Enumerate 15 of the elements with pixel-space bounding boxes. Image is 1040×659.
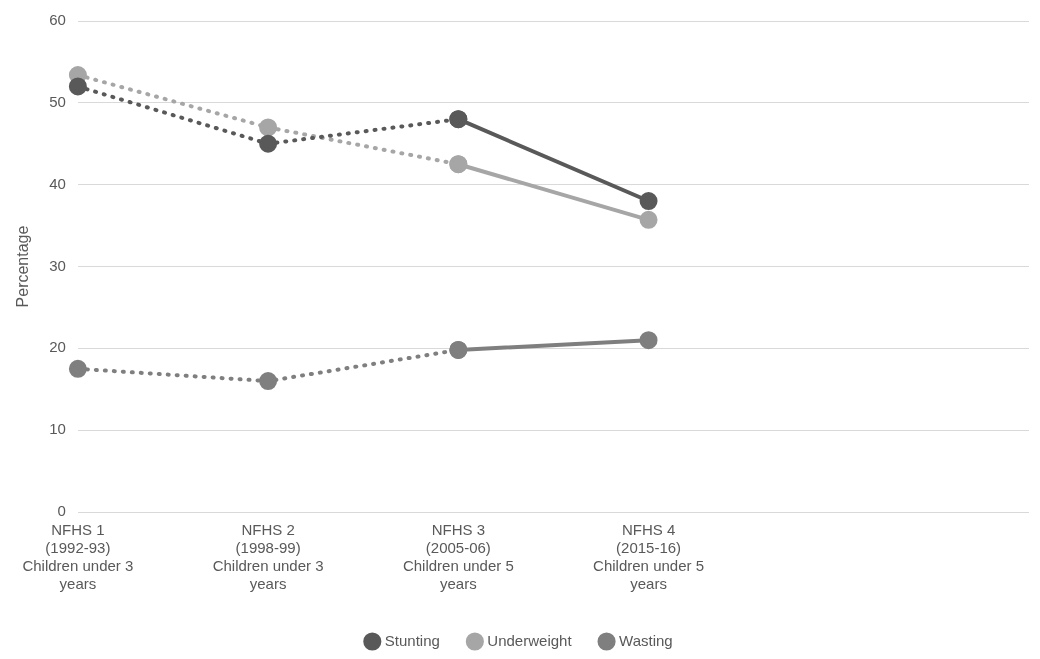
y-axis-title: Percentage	[14, 225, 32, 308]
legend-label: Underweight	[487, 631, 573, 649]
y-tick-label: 0	[57, 502, 66, 520]
legend-label: Stunting	[384, 631, 440, 649]
x-tick-label: NFHS 1 (1992-93) Children under 3 years	[22, 521, 134, 593]
x-tick-label: NFHS 4 (2015-16) Children under 5 years	[593, 521, 705, 593]
x-tick-label: NFHS 2 (1998-99) Children under 3 years	[212, 521, 324, 593]
y-tick-label: 30	[49, 256, 66, 274]
legend-label: Wasting	[619, 631, 673, 649]
y-tick-label: 60	[49, 11, 66, 29]
y-tick-label: 50	[49, 92, 66, 110]
x-tick-label: NFHS 3 (2005-06) Children under 5 years	[402, 521, 514, 593]
y-tick-label: 10	[49, 420, 66, 438]
y-tick-label: 40	[49, 174, 66, 192]
y-tick-label: 20	[49, 338, 66, 356]
